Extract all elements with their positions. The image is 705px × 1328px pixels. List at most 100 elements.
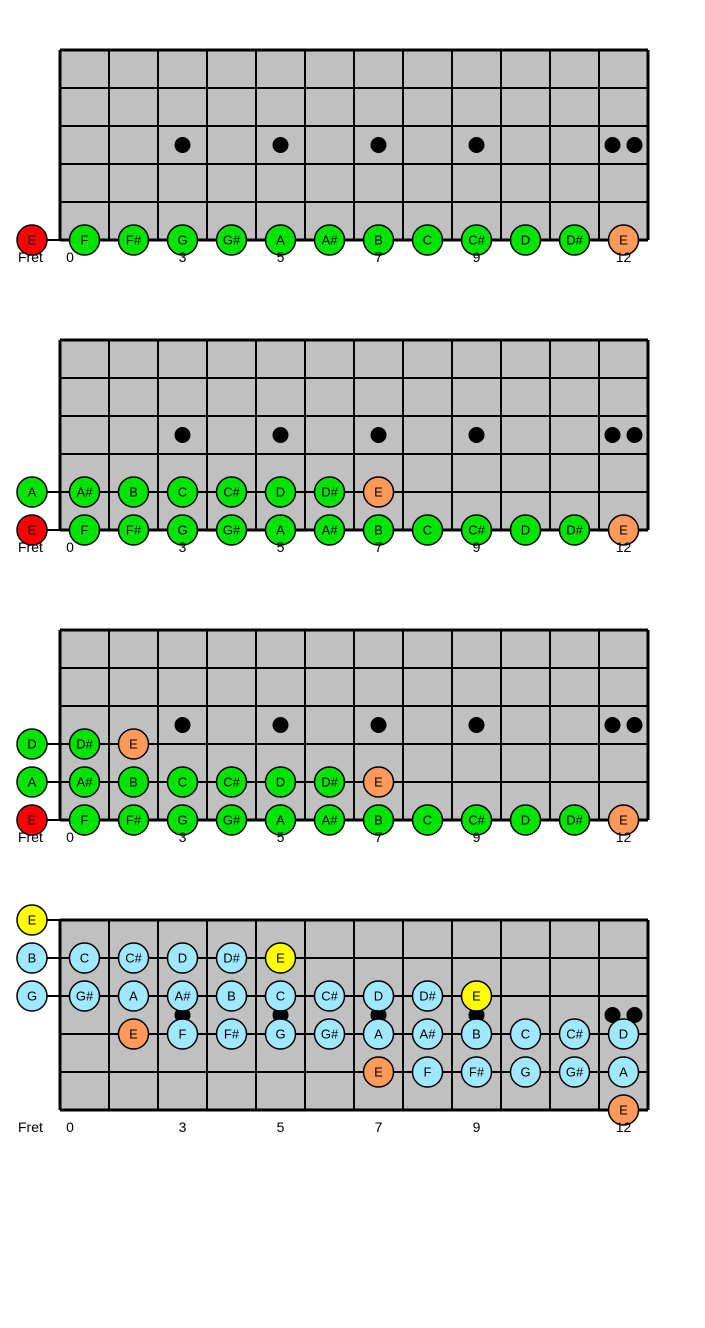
note-marker: B [217, 981, 247, 1011]
fret-marker-dot [605, 427, 621, 443]
note-label: A [129, 989, 138, 1004]
note-marker: C [413, 225, 443, 255]
note-label: D [27, 737, 36, 752]
note-marker: C# [217, 767, 247, 797]
note-label: C [521, 1027, 530, 1042]
note-marker: B [17, 943, 47, 973]
note-label: C [276, 989, 285, 1004]
note-marker: F# [119, 515, 149, 545]
fret-number-label: 7 [375, 249, 383, 265]
note-marker: D [511, 805, 541, 835]
note-label: F# [126, 813, 142, 828]
fret-marker-dot [273, 717, 289, 733]
note-label: E [374, 1065, 383, 1080]
note-marker: D# [560, 515, 590, 545]
note-marker: G# [217, 805, 247, 835]
fret-number-label: 12 [616, 249, 632, 265]
note-label: A [28, 775, 37, 790]
note-label: A# [175, 989, 192, 1004]
note-marker: E [119, 729, 149, 759]
fret-number-label: 5 [277, 829, 285, 845]
note-label: E [374, 485, 383, 500]
fret-marker-dot [371, 137, 387, 153]
fret-marker-dot [469, 427, 485, 443]
note-label: C# [468, 233, 485, 248]
note-marker: G# [217, 515, 247, 545]
note-label: A [374, 1027, 383, 1042]
note-label: D# [321, 485, 338, 500]
note-marker: E [462, 981, 492, 1011]
note-label: C# [125, 951, 142, 966]
fret-marker-dot [175, 717, 191, 733]
note-label: G# [223, 813, 241, 828]
fretboard-diagram: EFF#GG#AA#BCC#DD#EFret0357912 [17, 50, 648, 265]
note-marker: D [364, 981, 394, 1011]
fret-number-label: 12 [616, 1119, 632, 1135]
note-label: A# [322, 523, 339, 538]
fret-marker-dot [469, 137, 485, 153]
note-label: B [374, 233, 383, 248]
note-marker: C [70, 943, 100, 973]
note-marker: C [413, 515, 443, 545]
note-marker: E [364, 477, 394, 507]
fret-number-label: 9 [473, 829, 481, 845]
note-label: F# [126, 523, 142, 538]
note-marker: G# [315, 1019, 345, 1049]
note-label: E [276, 951, 285, 966]
note-marker: D [266, 767, 296, 797]
fret-axis-label: Fret [18, 249, 43, 265]
note-label: C# [223, 775, 240, 790]
note-label: G# [566, 1065, 584, 1080]
note-marker: G [266, 1019, 296, 1049]
note-label: E [28, 523, 37, 538]
note-label: B [374, 523, 383, 538]
note-marker: E [364, 1057, 394, 1087]
fret-axis-label: Fret [18, 1119, 43, 1135]
note-marker: F# [119, 805, 149, 835]
note-label: B [374, 813, 383, 828]
note-marker: A# [70, 477, 100, 507]
fret-number-label: 3 [179, 829, 187, 845]
note-label: E [472, 989, 481, 1004]
note-label: G [177, 813, 187, 828]
note-marker: C# [217, 477, 247, 507]
note-label: D# [566, 523, 583, 538]
note-label: C [423, 523, 432, 538]
note-label: A# [322, 233, 339, 248]
note-label: D [521, 523, 530, 538]
note-label: A [619, 1065, 628, 1080]
note-label: D# [223, 951, 240, 966]
note-marker: A# [315, 225, 345, 255]
note-label: E [28, 813, 37, 828]
note-marker: C [168, 477, 198, 507]
fretboard-diagram: EBCC#DD#EGG#AA#BCC#DD#EEFF#GG#AA#BCC#DEF… [17, 905, 648, 1135]
note-marker: D# [560, 805, 590, 835]
note-marker: A [609, 1057, 639, 1087]
note-label: C# [468, 523, 485, 538]
note-marker: A [17, 767, 47, 797]
fret-number-label: 9 [473, 249, 481, 265]
note-label: E [28, 233, 37, 248]
note-label: E [619, 523, 628, 538]
note-label: D# [566, 233, 583, 248]
note-marker: E [266, 943, 296, 973]
fret-marker-dot [627, 137, 643, 153]
note-label: C# [566, 1027, 583, 1042]
fretboard-diagram: DD#EAA#BCC#DD#EEFF#GG#AA#BCC#DD#EFret035… [17, 630, 648, 845]
note-label: F [81, 813, 89, 828]
note-label: A# [420, 1027, 437, 1042]
note-marker: C [168, 767, 198, 797]
note-label: A# [77, 775, 94, 790]
note-label: F [81, 523, 89, 538]
note-marker: F# [217, 1019, 247, 1049]
fret-axis-label: Fret [18, 539, 43, 555]
fret-number-label: 5 [277, 249, 285, 265]
note-label: G [520, 1065, 530, 1080]
fretboard-svg-root: EFF#GG#AA#BCC#DD#EFret0357912AA#BCC#DD#E… [0, 0, 705, 1200]
note-label: D [276, 485, 285, 500]
note-label: E [129, 737, 138, 752]
fret-marker-dot [469, 717, 485, 733]
note-label: G# [223, 523, 241, 538]
note-marker: C [413, 805, 443, 835]
fret-number-label: 7 [375, 829, 383, 845]
